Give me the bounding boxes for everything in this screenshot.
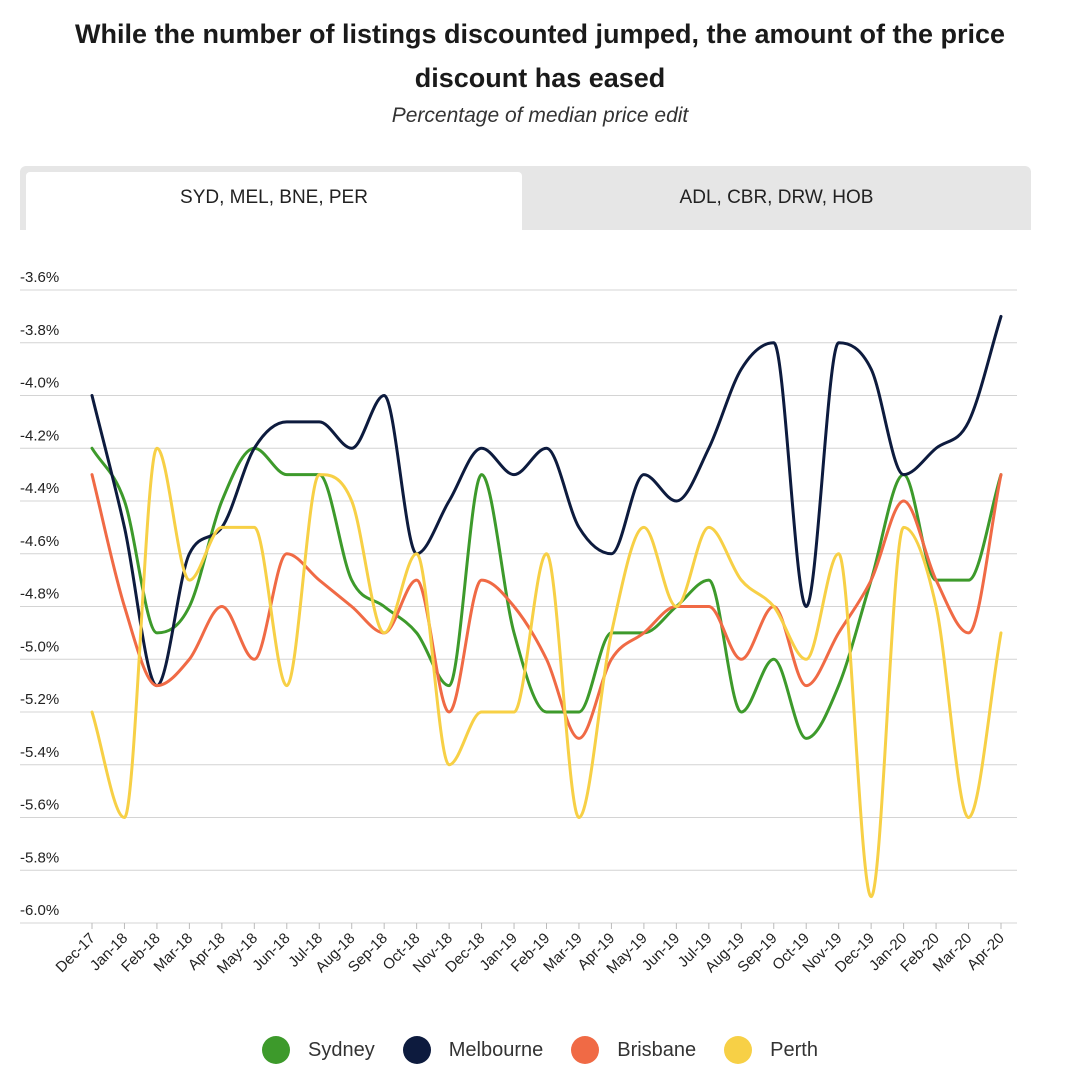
chart-subtitle: Percentage of median price edit	[391, 104, 689, 127]
legend-dot-perth	[724, 1036, 753, 1064]
y-tick-label: -5.2%	[20, 691, 59, 708]
line-chart: -3.6% -3.8% -4.0% -4.2% -4.4% -4.6% -4.8% -5.0%…	[20, 269, 1017, 977]
legend-dot-sydney	[262, 1036, 290, 1064]
y-tick-label: -4.0%	[20, 375, 59, 392]
series-line-melbourne	[90, 314, 1003, 688]
y-tick-label: -5.4%	[20, 744, 59, 761]
legend-label-brisbane: Brisbane	[617, 1038, 697, 1061]
y-tick-label: -3.6%	[20, 269, 59, 286]
y-tick-label: -4.6%	[20, 533, 59, 550]
legend-label-melbourne: Melbourne	[448, 1038, 544, 1061]
chart-title: While the number of listings discounted …	[74, 19, 1006, 93]
legend-label-perth: Perth	[770, 1038, 818, 1061]
y-tick-label: -5.6%	[20, 797, 59, 814]
x-tick-label: Dec-17	[53, 930, 99, 976]
legend-dot-brisbane	[571, 1036, 600, 1064]
y-tick-label: -4.2%	[20, 427, 59, 444]
legend-item-melbourne[interactable]: Melbourne	[402, 1036, 544, 1064]
legend-item-brisbane[interactable]: Brisbane	[571, 1036, 696, 1064]
legend-item-sydney[interactable]: Sydney	[262, 1036, 375, 1064]
y-tick-label: -4.4%	[20, 480, 59, 497]
x-tick-label: Jun-18	[249, 930, 293, 974]
series-line-sydney	[90, 446, 1003, 740]
y-tick-label: -4.8%	[20, 586, 59, 603]
x-tick-label: Jun-19	[639, 930, 683, 974]
region-tab-bar: SYD, MEL, BNE, PER ADL, CBR, DRW, HOB	[20, 166, 1031, 230]
legend-label-sydney: Sydney	[308, 1038, 375, 1061]
y-tick-label: -6.0%	[20, 902, 59, 919]
y-tick-label: -3.8%	[20, 322, 59, 339]
series-line-perth	[90, 446, 1003, 899]
x-tick-label: Apr-20	[964, 930, 1008, 974]
y-tick-label: -5.8%	[20, 849, 59, 866]
tab-syd-mel-bne-per[interactable]: SYD, MEL, BNE, PER	[26, 172, 522, 230]
legend-item-perth[interactable]: Perth	[724, 1036, 818, 1064]
chart-legend: Sydney Melbourne Brisbane Perth	[0, 1030, 1080, 1070]
y-tick-label: -5.0%	[20, 638, 59, 655]
legend-dot-melbourne	[402, 1036, 431, 1064]
series-line-brisbane	[90, 473, 1003, 740]
tab-adl-cbr-drw-hob[interactable]: ADL, CBR, DRW, HOB	[679, 187, 874, 208]
